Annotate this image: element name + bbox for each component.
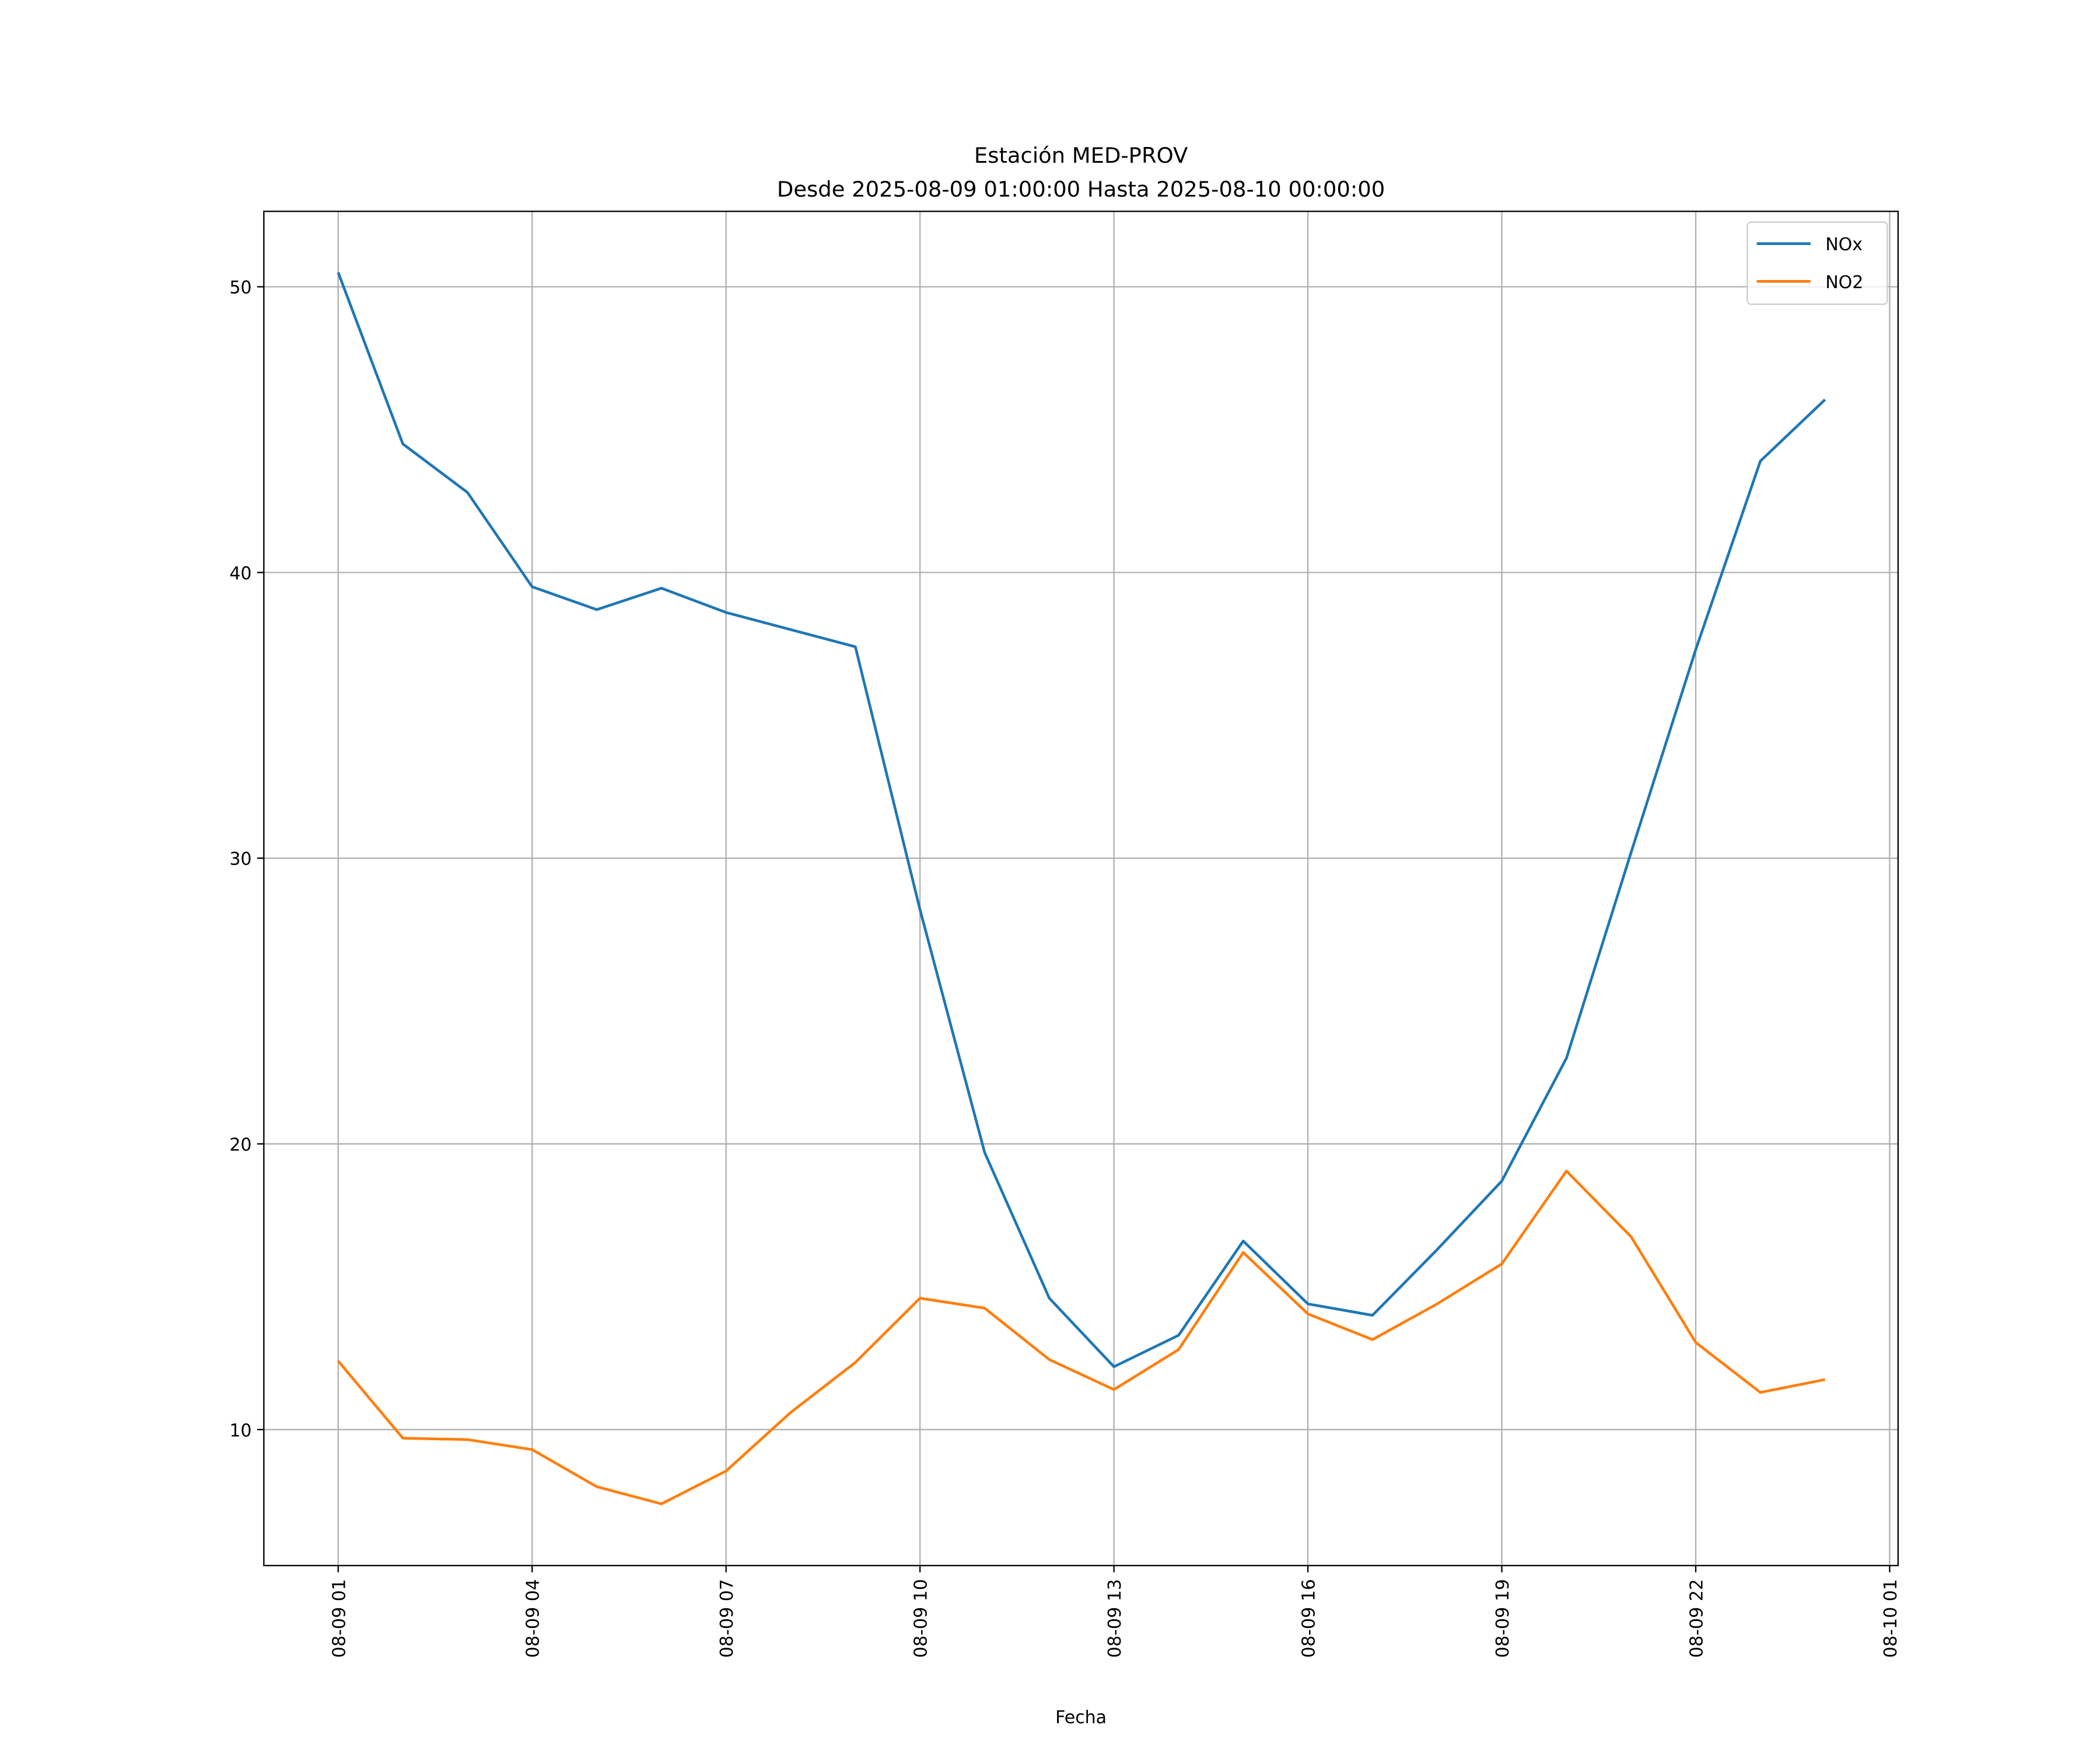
x-tick-label: 08-09 16 xyxy=(1299,1579,1320,1658)
series-lines xyxy=(337,272,1826,1506)
y-tick-label: 20 xyxy=(229,1135,251,1155)
x-axis-label: Fecha xyxy=(1055,1707,1107,1728)
legend: NOx NO2 xyxy=(1746,221,1888,305)
x-tick-label: 08-09 10 xyxy=(911,1579,932,1658)
legend-box xyxy=(1746,221,1888,305)
legend-label-nox: NOx xyxy=(1825,235,1863,255)
x-tick-label: 08-09 01 xyxy=(329,1579,349,1658)
x-tick-label: 08-10 01 xyxy=(1881,1579,1901,1658)
plot-frame xyxy=(263,211,1899,1566)
x-tick-label: 08-09 13 xyxy=(1105,1579,1125,1658)
series-line-nox xyxy=(337,272,1826,1368)
legend-label-no2: NO2 xyxy=(1825,272,1863,293)
y-tick-label: 50 xyxy=(229,278,251,298)
axis-ticks: 08-09 01 08-09 04 08-09 07 08-09 10 08-09 13… xyxy=(229,278,1901,1658)
y-tick-label: 40 xyxy=(229,564,251,584)
x-tick-label: 08-09 22 xyxy=(1687,1579,1707,1658)
y-tick-label: 10 xyxy=(229,1420,251,1441)
grid xyxy=(264,211,1898,1566)
y-tick-label: 30 xyxy=(229,849,251,870)
x-tick-label: 08-09 19 xyxy=(1493,1579,1513,1658)
x-tick-label: 08-09 07 xyxy=(717,1579,737,1658)
chart-subtitle: Desde 2025-08-09 01:00:00 Hasta 2025-08-… xyxy=(777,177,1385,202)
series-line-no2 xyxy=(337,1170,1826,1506)
chart-title: Estación MED-PROV xyxy=(974,143,1188,168)
x-tick-label: 08-09 04 xyxy=(523,1579,544,1658)
